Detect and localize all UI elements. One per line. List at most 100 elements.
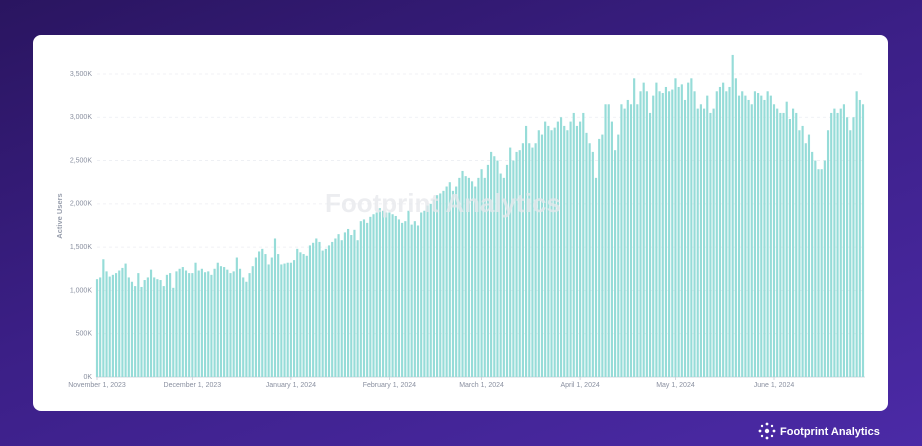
bar [798,130,801,377]
x-tick-label: December 1, 2023 [164,382,222,389]
bar [394,215,397,377]
bar [134,286,137,377]
bar [210,274,213,377]
bar [165,274,169,377]
bar [861,104,865,378]
bar [261,248,264,377]
bar [693,91,696,377]
bar [181,267,184,377]
bar [614,150,617,377]
bar [413,221,416,377]
bar [461,170,464,377]
bar [817,169,820,377]
bar [401,222,404,377]
bar [696,108,699,378]
bar [753,91,757,377]
bar [801,125,804,377]
y-tick-label: 0K [83,374,92,381]
bar [308,245,312,377]
bar [531,147,534,377]
bar [340,240,343,377]
bar [302,254,305,377]
bar [629,104,633,378]
bar [264,254,267,377]
bar [140,286,143,377]
y-tick-label: 3,500K [70,71,93,78]
bar [855,91,858,377]
bar [633,78,636,377]
bar [804,143,807,377]
bar [124,263,127,377]
bar [172,287,175,377]
x-tick-label: February 1, 2024 [363,382,416,389]
bar [642,82,645,377]
bar [604,104,607,378]
bar [534,143,537,377]
x-tick-label: May 1, 2024 [656,382,695,389]
bar [232,271,235,377]
bar [289,262,292,377]
bar [455,186,458,377]
bar [486,164,490,377]
bar [731,54,734,377]
bar [238,268,242,377]
bar [258,251,261,377]
x-tick-label: November 1, 2023 [68,382,126,389]
bar [296,248,299,377]
bar [273,238,277,377]
bar [547,125,550,377]
bar [105,271,108,377]
bar [814,160,817,377]
bar [518,150,521,377]
bar [537,130,540,377]
x-tick-label: January 1, 2024 [266,382,316,389]
bar [610,121,613,377]
bar [658,91,661,377]
bar [734,78,737,377]
bar [550,130,553,377]
brand-name: Footprint Analytics [780,426,880,438]
bar [372,214,375,377]
bar [760,95,763,378]
bar [699,104,702,378]
bar [820,169,823,377]
bar [617,134,620,377]
bar [483,177,486,377]
bar [391,214,394,377]
bar [706,95,709,378]
bar [664,86,668,378]
bar [493,156,496,377]
bar [769,95,772,378]
bar [159,280,162,377]
bar [648,112,652,378]
bar [445,186,448,377]
bar [203,272,207,377]
bar [324,248,327,377]
bar [153,277,156,377]
bar [788,118,791,377]
watermark: Footprint Analytics [325,188,561,218]
bar [496,160,499,377]
bar [846,117,849,378]
bar [458,177,461,377]
bar [544,121,547,377]
bar [439,193,442,377]
bar [432,199,435,377]
bar [737,95,741,378]
bar [334,238,337,377]
bar [559,117,563,378]
bar [315,238,318,377]
bar [213,268,216,377]
bar [420,212,423,377]
bar [359,221,362,377]
bar [623,108,626,378]
bar [833,108,836,378]
bar [442,190,445,377]
bar [572,112,575,378]
y-tick-label: 2,500K [70,157,93,164]
bar [347,228,350,377]
bar [569,121,572,377]
bar [397,219,401,377]
bar [680,84,683,377]
bar [502,177,505,377]
